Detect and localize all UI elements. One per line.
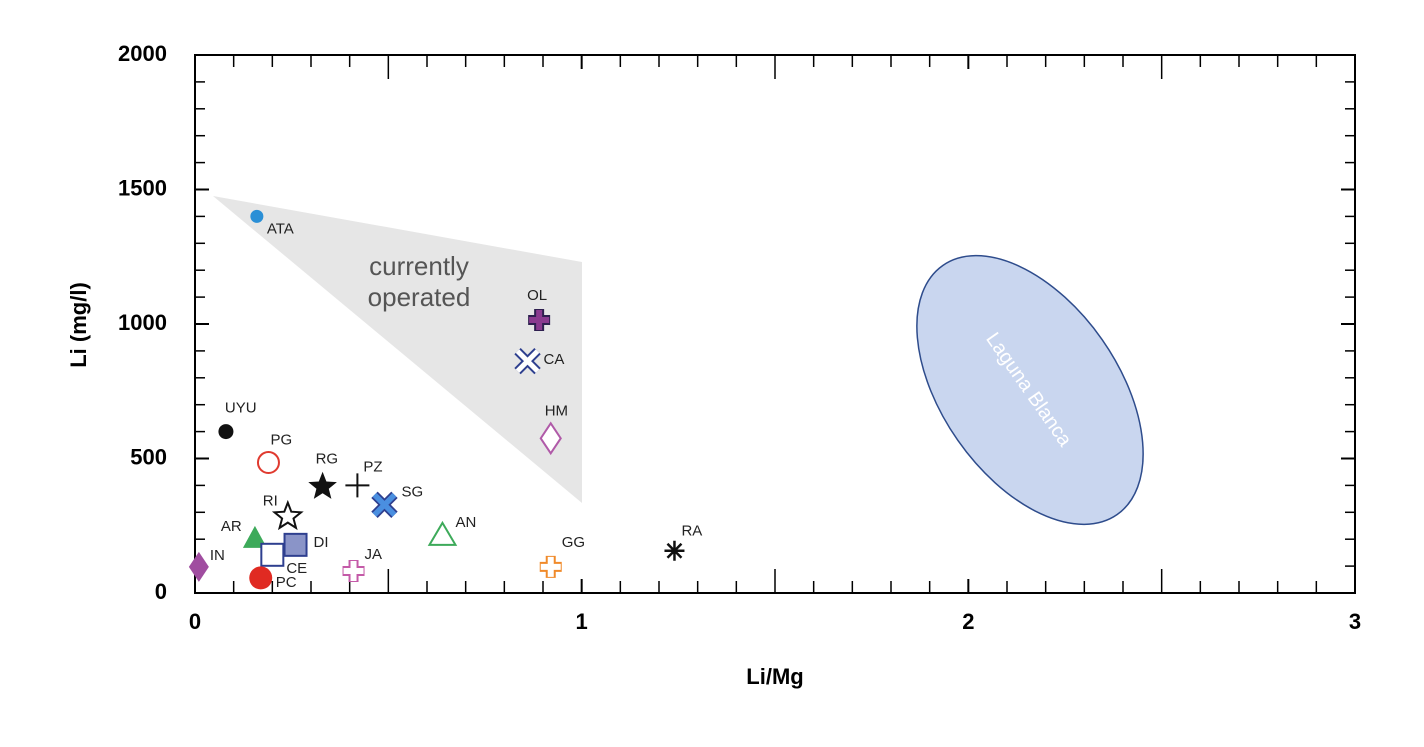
data-point [250, 209, 264, 223]
marker-shape [372, 492, 397, 517]
point-label: DI [314, 534, 329, 551]
data-point [260, 542, 285, 567]
point-label: UYU [225, 400, 257, 417]
point-label: ATA [267, 220, 294, 237]
marker-shape [664, 540, 685, 561]
point-label: HM [545, 402, 568, 419]
marker-shape [539, 421, 562, 456]
marker-shape [308, 471, 337, 499]
marker-shape [249, 566, 273, 590]
point-label: PZ [363, 458, 382, 475]
operated-region [213, 196, 582, 503]
marker-shape [283, 532, 308, 557]
y-tick-label: 1000 [118, 310, 167, 335]
x-tick-label: 2 [962, 609, 974, 634]
laguna-blanca-region [916, 254, 1144, 526]
point-label: CA [544, 351, 565, 368]
marker-shape [188, 551, 209, 582]
x-tick-label: 1 [576, 609, 588, 634]
data-point [256, 451, 280, 475]
marker-shape [540, 556, 561, 577]
data-point [342, 559, 365, 582]
data-point [427, 520, 458, 546]
y-axis-label: Li (mg/l) [66, 282, 91, 368]
marker-shape [343, 560, 364, 581]
marker-shape [256, 451, 280, 475]
marker-shape [427, 520, 458, 546]
point-label: SG [401, 484, 423, 501]
point-label: RA [681, 523, 702, 540]
data-point [308, 471, 337, 499]
y-tick-label: 1500 [118, 175, 167, 200]
data-point [271, 499, 304, 531]
point-label: CE [286, 560, 307, 577]
x-tick-label: 3 [1349, 609, 1361, 634]
point-label: AN [455, 514, 476, 531]
x-tick-label: 0 [189, 609, 201, 634]
region-label: currently [369, 251, 469, 281]
point-label: IN [210, 547, 225, 564]
x-axis-label: Li/Mg [746, 664, 803, 689]
marker-shape [271, 499, 304, 531]
marker-shape [250, 209, 264, 223]
y-tick-label: 2000 [118, 41, 167, 66]
marker-shape [345, 473, 370, 498]
data-point [664, 540, 685, 561]
data-point [283, 532, 308, 557]
point-label: PG [270, 432, 292, 449]
y-tick-label: 500 [130, 444, 167, 469]
point-label: PC [276, 574, 297, 591]
data-point [218, 424, 234, 440]
marker-shape [515, 349, 540, 373]
data-point [249, 566, 273, 590]
point-label: GG [562, 534, 585, 551]
marker-shape [218, 424, 234, 440]
data-point [539, 555, 562, 578]
point-label: RI [263, 493, 278, 510]
y-tick-label: 0 [155, 579, 167, 604]
point-label: OL [527, 287, 547, 304]
data-point [345, 473, 370, 498]
point-label: JA [365, 546, 383, 563]
data-point [528, 308, 551, 331]
data-point [514, 347, 541, 375]
data-point [371, 491, 398, 518]
marker-shape [529, 309, 550, 330]
data-point [188, 551, 209, 582]
data-point [539, 421, 562, 456]
point-label: RG [316, 451, 339, 468]
region-label: operated [368, 282, 471, 312]
marker-shape [260, 542, 285, 567]
point-label: AR [221, 518, 242, 535]
marker-shape [242, 525, 267, 548]
data-point [242, 525, 267, 548]
